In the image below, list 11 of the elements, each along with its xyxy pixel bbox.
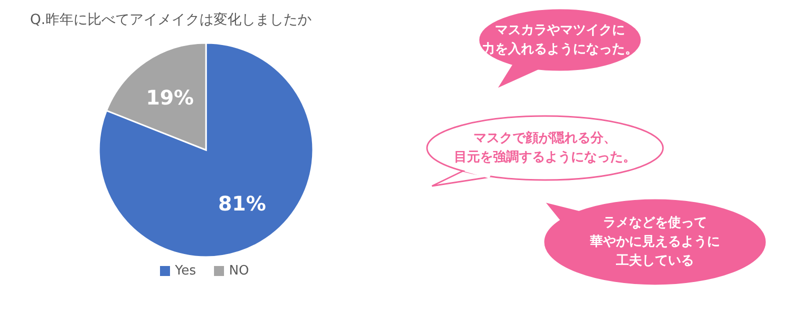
text: マスカラやマツイクに [495,23,625,38]
text: 華やかに見えるように [589,234,720,250]
text: ラメなどを使って [603,216,707,231]
data-label: 81% [218,192,266,216]
legend-label: Yes [174,264,196,279]
text: 工夫している [615,254,694,269]
text: 目元を強調するようになった。 [454,149,636,166]
text: マスクで顔が隠れる分、 [474,130,616,146]
legend-label: NO [229,264,249,279]
chart-title: Q.昨年に比べてアイメイクは変化しましたか [30,12,312,28]
data-label: 19% [146,85,194,110]
